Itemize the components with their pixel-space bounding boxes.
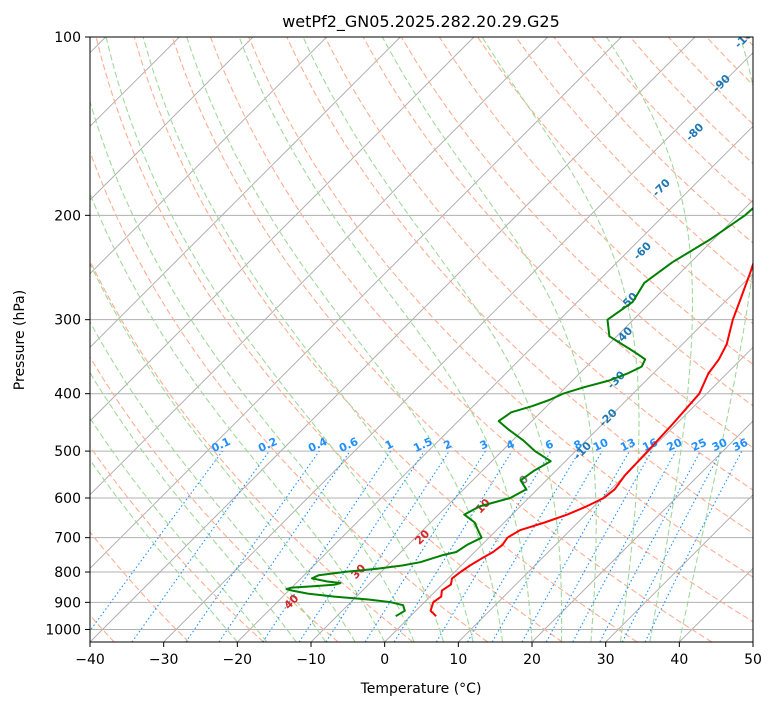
moist-adiabat bbox=[606, 37, 694, 642]
moist-adiabat bbox=[381, 37, 597, 642]
isotherm bbox=[236, 125, 753, 642]
moist-adiabat bbox=[90, 192, 386, 642]
isotherm bbox=[90, 37, 622, 570]
mixing-ratio-line bbox=[298, 450, 425, 642]
moist-adiabat bbox=[481, 37, 640, 642]
isotherm bbox=[531, 420, 753, 642]
isotherm bbox=[90, 37, 475, 422]
dry-adiabat bbox=[171, 37, 712, 642]
moist-adiabat bbox=[302, 37, 563, 642]
dry-adiabat bbox=[90, 259, 414, 642]
mixing-ratio-line bbox=[545, 450, 653, 642]
mixing-ratio-line bbox=[644, 450, 743, 642]
moist-adiabat bbox=[90, 99, 415, 642]
mixing-ratio-label: 25 bbox=[689, 436, 708, 454]
mixing-ratio-label: 20 bbox=[665, 436, 685, 454]
x-tick-label: −10 bbox=[296, 652, 326, 668]
dry-adiabat bbox=[90, 531, 190, 642]
mixing-ratio-line bbox=[218, 450, 351, 642]
dry-adiabat bbox=[95, 37, 563, 642]
mixing-ratio-line bbox=[393, 450, 513, 642]
moist-adiabat bbox=[678, 37, 753, 642]
x-tick-label: 10 bbox=[449, 652, 467, 668]
isotherm bbox=[605, 493, 753, 642]
moist-adiabat bbox=[105, 37, 445, 642]
temperature-line bbox=[429, 261, 753, 617]
dry-adiabat bbox=[90, 445, 264, 642]
x-tick-label: 40 bbox=[670, 652, 688, 668]
x-tick-label: −40 bbox=[75, 652, 105, 668]
y-axis-label: Pressure (hPa) bbox=[12, 290, 28, 390]
y-tick-label: 400 bbox=[54, 387, 81, 403]
background-lines bbox=[90, 37, 753, 642]
mixing-ratio-line bbox=[131, 450, 270, 642]
dry-adiabat bbox=[90, 150, 488, 642]
x-tick-label: −20 bbox=[223, 652, 253, 668]
axis-ticks: −40 −30 −20 −10 0 10 20 30 40 50 100 200 300 400 500 60… bbox=[45, 30, 762, 668]
profile-lines bbox=[285, 206, 753, 618]
mixing-ratio-label: 10 bbox=[591, 436, 611, 454]
x-axis-label: Temperature (°C) bbox=[360, 681, 482, 697]
mixing-ratio-label: 30 bbox=[710, 436, 730, 454]
y-tick-label: 100 bbox=[54, 30, 81, 46]
mixing-ratio-line bbox=[325, 450, 450, 642]
mixing-ratio-line bbox=[185, 450, 320, 642]
moist-adiabat bbox=[186, 37, 504, 642]
moist-adiabat bbox=[90, 371, 297, 642]
x-tick-label: 30 bbox=[597, 652, 615, 668]
x-tick-label: 0 bbox=[380, 652, 389, 668]
mixing-ratio-label: 36 bbox=[731, 436, 751, 454]
dry-adiabat bbox=[400, 37, 753, 407]
dewpoint-line bbox=[285, 206, 753, 618]
y-tick-label: 500 bbox=[54, 444, 81, 460]
x-tick-label: −30 bbox=[149, 652, 179, 668]
x-tick-label: 20 bbox=[523, 652, 541, 668]
mixing-ratio-line bbox=[521, 450, 630, 642]
dry-adiabat bbox=[286, 37, 753, 534]
y-tick-label: 600 bbox=[54, 491, 81, 507]
chart-title: wetPf2_GN05.2025.282.20.29.G25 bbox=[282, 12, 560, 32]
moist-adiabat bbox=[238, 37, 533, 642]
isotherm bbox=[90, 37, 401, 349]
moist-adiabat bbox=[142, 37, 474, 642]
dry-adiabat bbox=[515, 37, 753, 284]
plot-frame bbox=[89, 36, 754, 643]
mixing-ratio-label: 16 bbox=[640, 436, 660, 454]
isotherm bbox=[90, 37, 254, 201]
y-tick-label: 300 bbox=[54, 313, 81, 329]
isotherm bbox=[163, 51, 753, 642]
dry-adiabat bbox=[90, 356, 339, 642]
mixing-ratio-line bbox=[90, 450, 223, 632]
isotherm bbox=[90, 37, 549, 496]
mixing-ratio-label: 13 bbox=[618, 436, 637, 454]
moist-adiabat bbox=[90, 417, 268, 642]
isotherm bbox=[90, 37, 696, 642]
mixing-ratio-line bbox=[262, 450, 392, 642]
dry-adiabat bbox=[438, 37, 753, 366]
y-tick-label: 900 bbox=[54, 595, 81, 611]
isotherm bbox=[90, 37, 328, 275]
dry-adiabat bbox=[133, 37, 638, 642]
dry-adiabat bbox=[209, 37, 753, 623]
moist-adiabat bbox=[90, 262, 356, 642]
y-tick-label: 700 bbox=[54, 531, 81, 547]
isotherm bbox=[384, 272, 753, 642]
x-tick-label: 50 bbox=[744, 652, 762, 668]
y-tick-label: 200 bbox=[54, 208, 81, 224]
mixing-ratio-line bbox=[572, 450, 677, 642]
y-tick-label: 1000 bbox=[45, 622, 81, 638]
moist-adiabat bbox=[90, 459, 238, 642]
y-tick-label: 800 bbox=[54, 565, 81, 581]
isotherm bbox=[457, 346, 753, 642]
dry-adiabat bbox=[248, 37, 753, 578]
